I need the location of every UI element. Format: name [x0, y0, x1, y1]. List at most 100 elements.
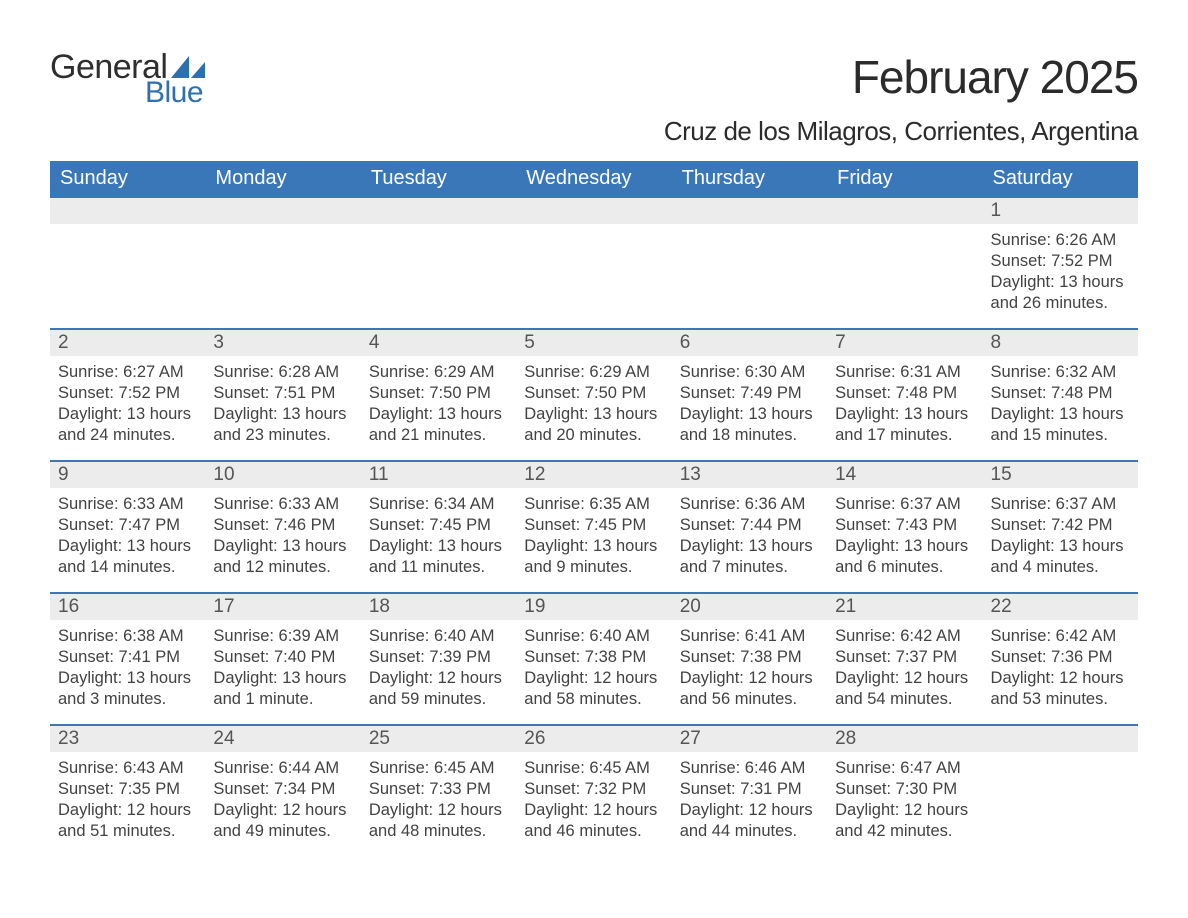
- daylight1-text: Daylight: 12 hours: [680, 668, 819, 689]
- daylight1-text: Daylight: 13 hours: [991, 536, 1130, 557]
- calendar-empty-cell: [50, 196, 205, 328]
- sunrise-text: Sunrise: 6:28 AM: [213, 362, 352, 383]
- daylight1-text: Daylight: 12 hours: [58, 800, 197, 821]
- daylight1-text: Daylight: 12 hours: [524, 800, 663, 821]
- sunset-text: Sunset: 7:45 PM: [524, 515, 663, 536]
- calendar-day-cell: 13Sunrise: 6:36 AMSunset: 7:44 PMDayligh…: [672, 460, 827, 592]
- sunrise-text: Sunrise: 6:45 AM: [369, 758, 508, 779]
- calendar-day-cell: 20Sunrise: 6:41 AMSunset: 7:38 PMDayligh…: [672, 592, 827, 724]
- daylight1-text: Daylight: 13 hours: [58, 536, 197, 557]
- daylight1-text: Daylight: 12 hours: [680, 800, 819, 821]
- calendar-day-cell: 4Sunrise: 6:29 AMSunset: 7:50 PMDaylight…: [361, 328, 516, 460]
- calendar-day-cell: 1Sunrise: 6:26 AMSunset: 7:52 PMDaylight…: [983, 196, 1138, 328]
- sunrise-text: Sunrise: 6:43 AM: [58, 758, 197, 779]
- weekday-header: Monday: [205, 161, 360, 196]
- daylight2-text: and 21 minutes.: [369, 425, 508, 446]
- daylight1-text: Daylight: 12 hours: [835, 668, 974, 689]
- day-number: [672, 196, 827, 224]
- day-number: 23: [50, 724, 205, 752]
- calendar-empty-cell: [983, 724, 1138, 856]
- sunrise-text: Sunrise: 6:40 AM: [524, 626, 663, 647]
- day-details: Sunrise: 6:27 AMSunset: 7:52 PMDaylight:…: [50, 356, 205, 450]
- day-details: Sunrise: 6:32 AMSunset: 7:48 PMDaylight:…: [983, 356, 1138, 450]
- sunset-text: Sunset: 7:30 PM: [835, 779, 974, 800]
- day-number: 3: [205, 328, 360, 356]
- calendar-day-cell: 28Sunrise: 6:47 AMSunset: 7:30 PMDayligh…: [827, 724, 982, 856]
- calendar-header-row: SundayMondayTuesdayWednesdayThursdayFrid…: [50, 161, 1138, 196]
- day-details: Sunrise: 6:38 AMSunset: 7:41 PMDaylight:…: [50, 620, 205, 714]
- daylight1-text: Daylight: 13 hours: [524, 536, 663, 557]
- calendar-day-cell: 12Sunrise: 6:35 AMSunset: 7:45 PMDayligh…: [516, 460, 671, 592]
- calendar-week-row: 9Sunrise: 6:33 AMSunset: 7:47 PMDaylight…: [50, 460, 1138, 592]
- calendar-empty-cell: [827, 196, 982, 328]
- sunset-text: Sunset: 7:50 PM: [524, 383, 663, 404]
- day-number: [50, 196, 205, 224]
- daylight1-text: Daylight: 13 hours: [58, 668, 197, 689]
- sunrise-text: Sunrise: 6:41 AM: [680, 626, 819, 647]
- day-number: 5: [516, 328, 671, 356]
- daylight1-text: Daylight: 12 hours: [991, 668, 1130, 689]
- sunrise-text: Sunrise: 6:36 AM: [680, 494, 819, 515]
- sunset-text: Sunset: 7:42 PM: [991, 515, 1130, 536]
- day-details: Sunrise: 6:29 AMSunset: 7:50 PMDaylight:…: [516, 356, 671, 450]
- calendar-empty-cell: [205, 196, 360, 328]
- calendar-day-cell: 19Sunrise: 6:40 AMSunset: 7:38 PMDayligh…: [516, 592, 671, 724]
- daylight1-text: Daylight: 13 hours: [213, 536, 352, 557]
- day-details: Sunrise: 6:35 AMSunset: 7:45 PMDaylight:…: [516, 488, 671, 582]
- calendar-empty-cell: [516, 196, 671, 328]
- daylight2-text: and 23 minutes.: [213, 425, 352, 446]
- sunrise-text: Sunrise: 6:33 AM: [213, 494, 352, 515]
- calendar-day-cell: 17Sunrise: 6:39 AMSunset: 7:40 PMDayligh…: [205, 592, 360, 724]
- weekday-header: Saturday: [983, 161, 1138, 196]
- page-title: February 2025: [852, 50, 1138, 104]
- sunset-text: Sunset: 7:38 PM: [524, 647, 663, 668]
- day-number: 28: [827, 724, 982, 752]
- day-details: Sunrise: 6:37 AMSunset: 7:42 PMDaylight:…: [983, 488, 1138, 582]
- day-number: 1: [983, 196, 1138, 224]
- day-details: Sunrise: 6:34 AMSunset: 7:45 PMDaylight:…: [361, 488, 516, 582]
- calendar-day-cell: 7Sunrise: 6:31 AMSunset: 7:48 PMDaylight…: [827, 328, 982, 460]
- day-number: 12: [516, 460, 671, 488]
- sunrise-text: Sunrise: 6:30 AM: [680, 362, 819, 383]
- sunrise-text: Sunrise: 6:33 AM: [58, 494, 197, 515]
- sunset-text: Sunset: 7:51 PM: [213, 383, 352, 404]
- sunset-text: Sunset: 7:39 PM: [369, 647, 508, 668]
- daylight1-text: Daylight: 13 hours: [991, 404, 1130, 425]
- sunrise-text: Sunrise: 6:42 AM: [991, 626, 1130, 647]
- sunset-text: Sunset: 7:48 PM: [991, 383, 1130, 404]
- logo-text-blue: Blue: [145, 78, 205, 108]
- sunrise-text: Sunrise: 6:31 AM: [835, 362, 974, 383]
- daylight2-text: and 48 minutes.: [369, 821, 508, 842]
- day-number: [983, 724, 1138, 752]
- daylight1-text: Daylight: 13 hours: [369, 404, 508, 425]
- daylight1-text: Daylight: 13 hours: [369, 536, 508, 557]
- sunrise-text: Sunrise: 6:37 AM: [835, 494, 974, 515]
- calendar-week-row: 2Sunrise: 6:27 AMSunset: 7:52 PMDaylight…: [50, 328, 1138, 460]
- calendar-body: 1Sunrise: 6:26 AMSunset: 7:52 PMDaylight…: [50, 196, 1138, 856]
- day-number: 14: [827, 460, 982, 488]
- sunrise-text: Sunrise: 6:39 AM: [213, 626, 352, 647]
- daylight2-text: and 1 minute.: [213, 689, 352, 710]
- day-number: 9: [50, 460, 205, 488]
- calendar-day-cell: 10Sunrise: 6:33 AMSunset: 7:46 PMDayligh…: [205, 460, 360, 592]
- sunrise-text: Sunrise: 6:46 AM: [680, 758, 819, 779]
- daylight2-text: and 6 minutes.: [835, 557, 974, 578]
- sunrise-text: Sunrise: 6:44 AM: [213, 758, 352, 779]
- daylight1-text: Daylight: 13 hours: [213, 404, 352, 425]
- calendar-day-cell: 24Sunrise: 6:44 AMSunset: 7:34 PMDayligh…: [205, 724, 360, 856]
- calendar-day-cell: 26Sunrise: 6:45 AMSunset: 7:32 PMDayligh…: [516, 724, 671, 856]
- daylight2-text: and 3 minutes.: [58, 689, 197, 710]
- day-number: 11: [361, 460, 516, 488]
- daylight2-text: and 20 minutes.: [524, 425, 663, 446]
- day-number: 19: [516, 592, 671, 620]
- day-details: Sunrise: 6:42 AMSunset: 7:37 PMDaylight:…: [827, 620, 982, 714]
- sunset-text: Sunset: 7:32 PM: [524, 779, 663, 800]
- calendar-day-cell: 18Sunrise: 6:40 AMSunset: 7:39 PMDayligh…: [361, 592, 516, 724]
- daylight1-text: Daylight: 13 hours: [835, 536, 974, 557]
- day-details: Sunrise: 6:45 AMSunset: 7:33 PMDaylight:…: [361, 752, 516, 846]
- day-details: Sunrise: 6:26 AMSunset: 7:52 PMDaylight:…: [983, 224, 1138, 318]
- sunrise-text: Sunrise: 6:29 AM: [524, 362, 663, 383]
- day-number: 8: [983, 328, 1138, 356]
- calendar-table: SundayMondayTuesdayWednesdayThursdayFrid…: [50, 161, 1138, 856]
- calendar-day-cell: 14Sunrise: 6:37 AMSunset: 7:43 PMDayligh…: [827, 460, 982, 592]
